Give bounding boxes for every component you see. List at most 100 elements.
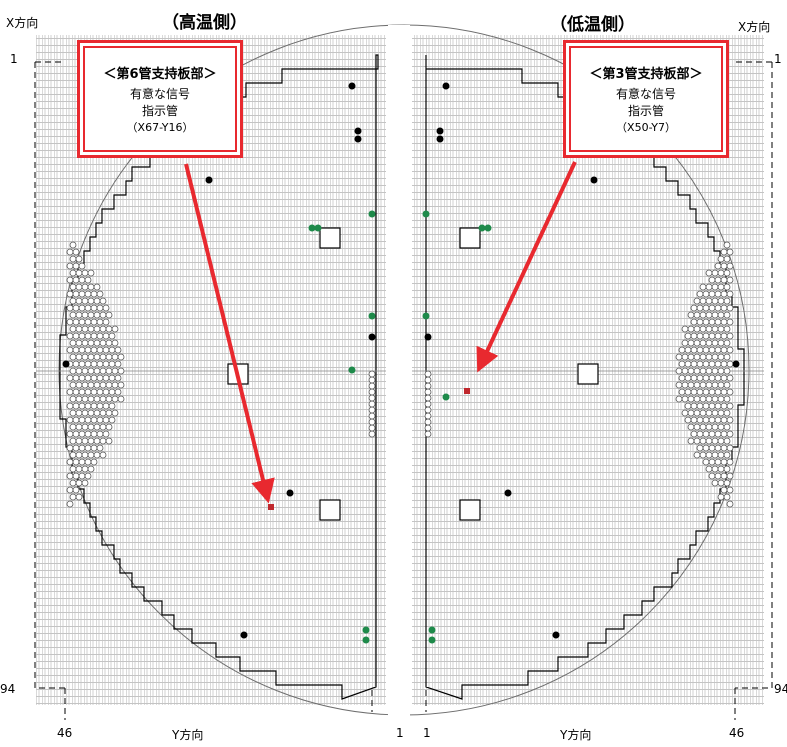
cold-plugged-tube (696, 444, 704, 452)
cold-plugged-tube (714, 458, 722, 466)
hot-plugged-tube (87, 437, 95, 445)
cold-plugged-tube (696, 304, 704, 312)
cold-green-tube (422, 210, 430, 218)
cold-plugged-tube (684, 360, 692, 368)
cold-plugged-tube (693, 409, 701, 417)
hot-plugged-tube (90, 290, 98, 298)
cold-callout-heading: ＜第3管支持板部＞ (589, 66, 703, 82)
hot-plugged-tube (102, 374, 110, 382)
hot-plugged-tube (90, 444, 98, 452)
hot-plugged-tube (96, 360, 104, 368)
hot-plugged-tube (93, 325, 101, 333)
cold-plugged-tube (720, 276, 728, 284)
cold-plugged-tube (690, 304, 698, 312)
hot-plugged-tube (93, 451, 101, 459)
hot-plugged-tube (66, 262, 74, 270)
x-direction-label-left: X方向 (6, 16, 39, 30)
cold-plugged-tube (699, 353, 707, 361)
hot-plugged-tube (72, 416, 80, 424)
cold-plugged-tube (699, 367, 707, 375)
hot-black-tube (368, 333, 376, 341)
hot-plugged-tube (72, 444, 80, 452)
hot-indicated-tube (268, 504, 274, 510)
hot-plugged-tube (93, 367, 101, 375)
cold-plugged-tube (717, 311, 725, 319)
hot-plugged-tube (111, 353, 119, 361)
cold-plugged-tube (726, 430, 734, 438)
hot-plugged-tube (108, 360, 116, 368)
hot-plugged-tube (90, 360, 98, 368)
cold-plugged-tube (699, 423, 707, 431)
hot-plugged-tube (108, 374, 116, 382)
hot-plugged-tube (84, 472, 92, 480)
cold-black-tube (436, 127, 444, 135)
left-y-start-label: 46 (57, 726, 73, 740)
hot-plugged-tube (69, 381, 77, 389)
hot-plugged-tube (78, 416, 86, 424)
hot-plugged-tube (93, 395, 101, 403)
hot-plugged-tube (75, 409, 83, 417)
hot-plugged-tube (69, 255, 77, 263)
cold-plugged-tube (702, 318, 710, 326)
hot-black-tube (205, 176, 213, 184)
cold-plugged-tube (720, 262, 728, 270)
hot-plugged-tube (66, 290, 74, 298)
cold-plugged-tube (702, 360, 710, 368)
cold-plugged-tube (714, 430, 722, 438)
hot-plugged-tube (117, 367, 125, 375)
hot-plugged-tube (99, 353, 107, 361)
right-x-end-label: 94 (774, 682, 787, 696)
cold-plugged-tube (720, 318, 728, 326)
hot-black-tube (348, 82, 356, 90)
cold-stay-rod-0 (459, 227, 481, 249)
cold-callout-line2: 指示管 (627, 103, 664, 118)
cold-plugged-tube (693, 367, 701, 375)
cold-plugged-tube (726, 444, 734, 452)
hot-callout-line1: 有意な信号 (129, 86, 190, 101)
cold-plugged-tube (705, 465, 713, 473)
hot-plugged-tube (69, 269, 77, 277)
hot-plugged-tube (78, 374, 86, 382)
right-x-start-label: 1 (774, 52, 782, 66)
cold-plugged-tube (690, 332, 698, 340)
cold-plugged-tube (696, 388, 704, 396)
hot-plugged-tube (368, 382, 376, 390)
hot-plugged-tube (87, 381, 95, 389)
hot-plugged-tube (75, 339, 83, 347)
cold-plugged-tube (424, 370, 432, 378)
cold-plugged-tube (726, 360, 734, 368)
cold-black-tube (504, 489, 512, 497)
cold-plugged-tube (702, 444, 710, 452)
hot-plugged-tube (102, 360, 110, 368)
hot-plugged-tube (93, 311, 101, 319)
cold-plugged-tube (711, 409, 719, 417)
cold-plugged-tube (699, 283, 707, 291)
hot-plugged-tube (66, 500, 74, 508)
cold-plugged-tube (708, 388, 716, 396)
hot-plugged-tube (75, 437, 83, 445)
cold-plugged-tube (708, 416, 716, 424)
cold-plugged-tube (723, 395, 731, 403)
cold-plugged-tube (702, 430, 710, 438)
cold-plugged-tube (723, 325, 731, 333)
hot-plugged-tube (368, 376, 376, 384)
cold-plugged-tube (723, 423, 731, 431)
cold-plugged-tube (705, 423, 713, 431)
hot-plugged-tube (99, 367, 107, 375)
hot-plugged-tube (114, 360, 122, 368)
hot-plugged-tube (72, 276, 80, 284)
cold-plugged-tube (717, 409, 725, 417)
cold-plugged-tube (711, 465, 719, 473)
cold-plugged-tube (702, 332, 710, 340)
hot-plugged-tube (93, 423, 101, 431)
hot-plugged-tube (69, 493, 77, 501)
cold-black-tube (442, 82, 450, 90)
cold-plugged-tube (711, 353, 719, 361)
cold-green-tube (428, 626, 436, 634)
cold-plugged-tube (717, 465, 725, 473)
hot-plugged-tube (84, 304, 92, 312)
cold-plugged-tube (693, 325, 701, 333)
cold-green-tube (428, 636, 436, 644)
hot-plugged-tube (93, 381, 101, 389)
cold-plugged-tube (705, 339, 713, 347)
